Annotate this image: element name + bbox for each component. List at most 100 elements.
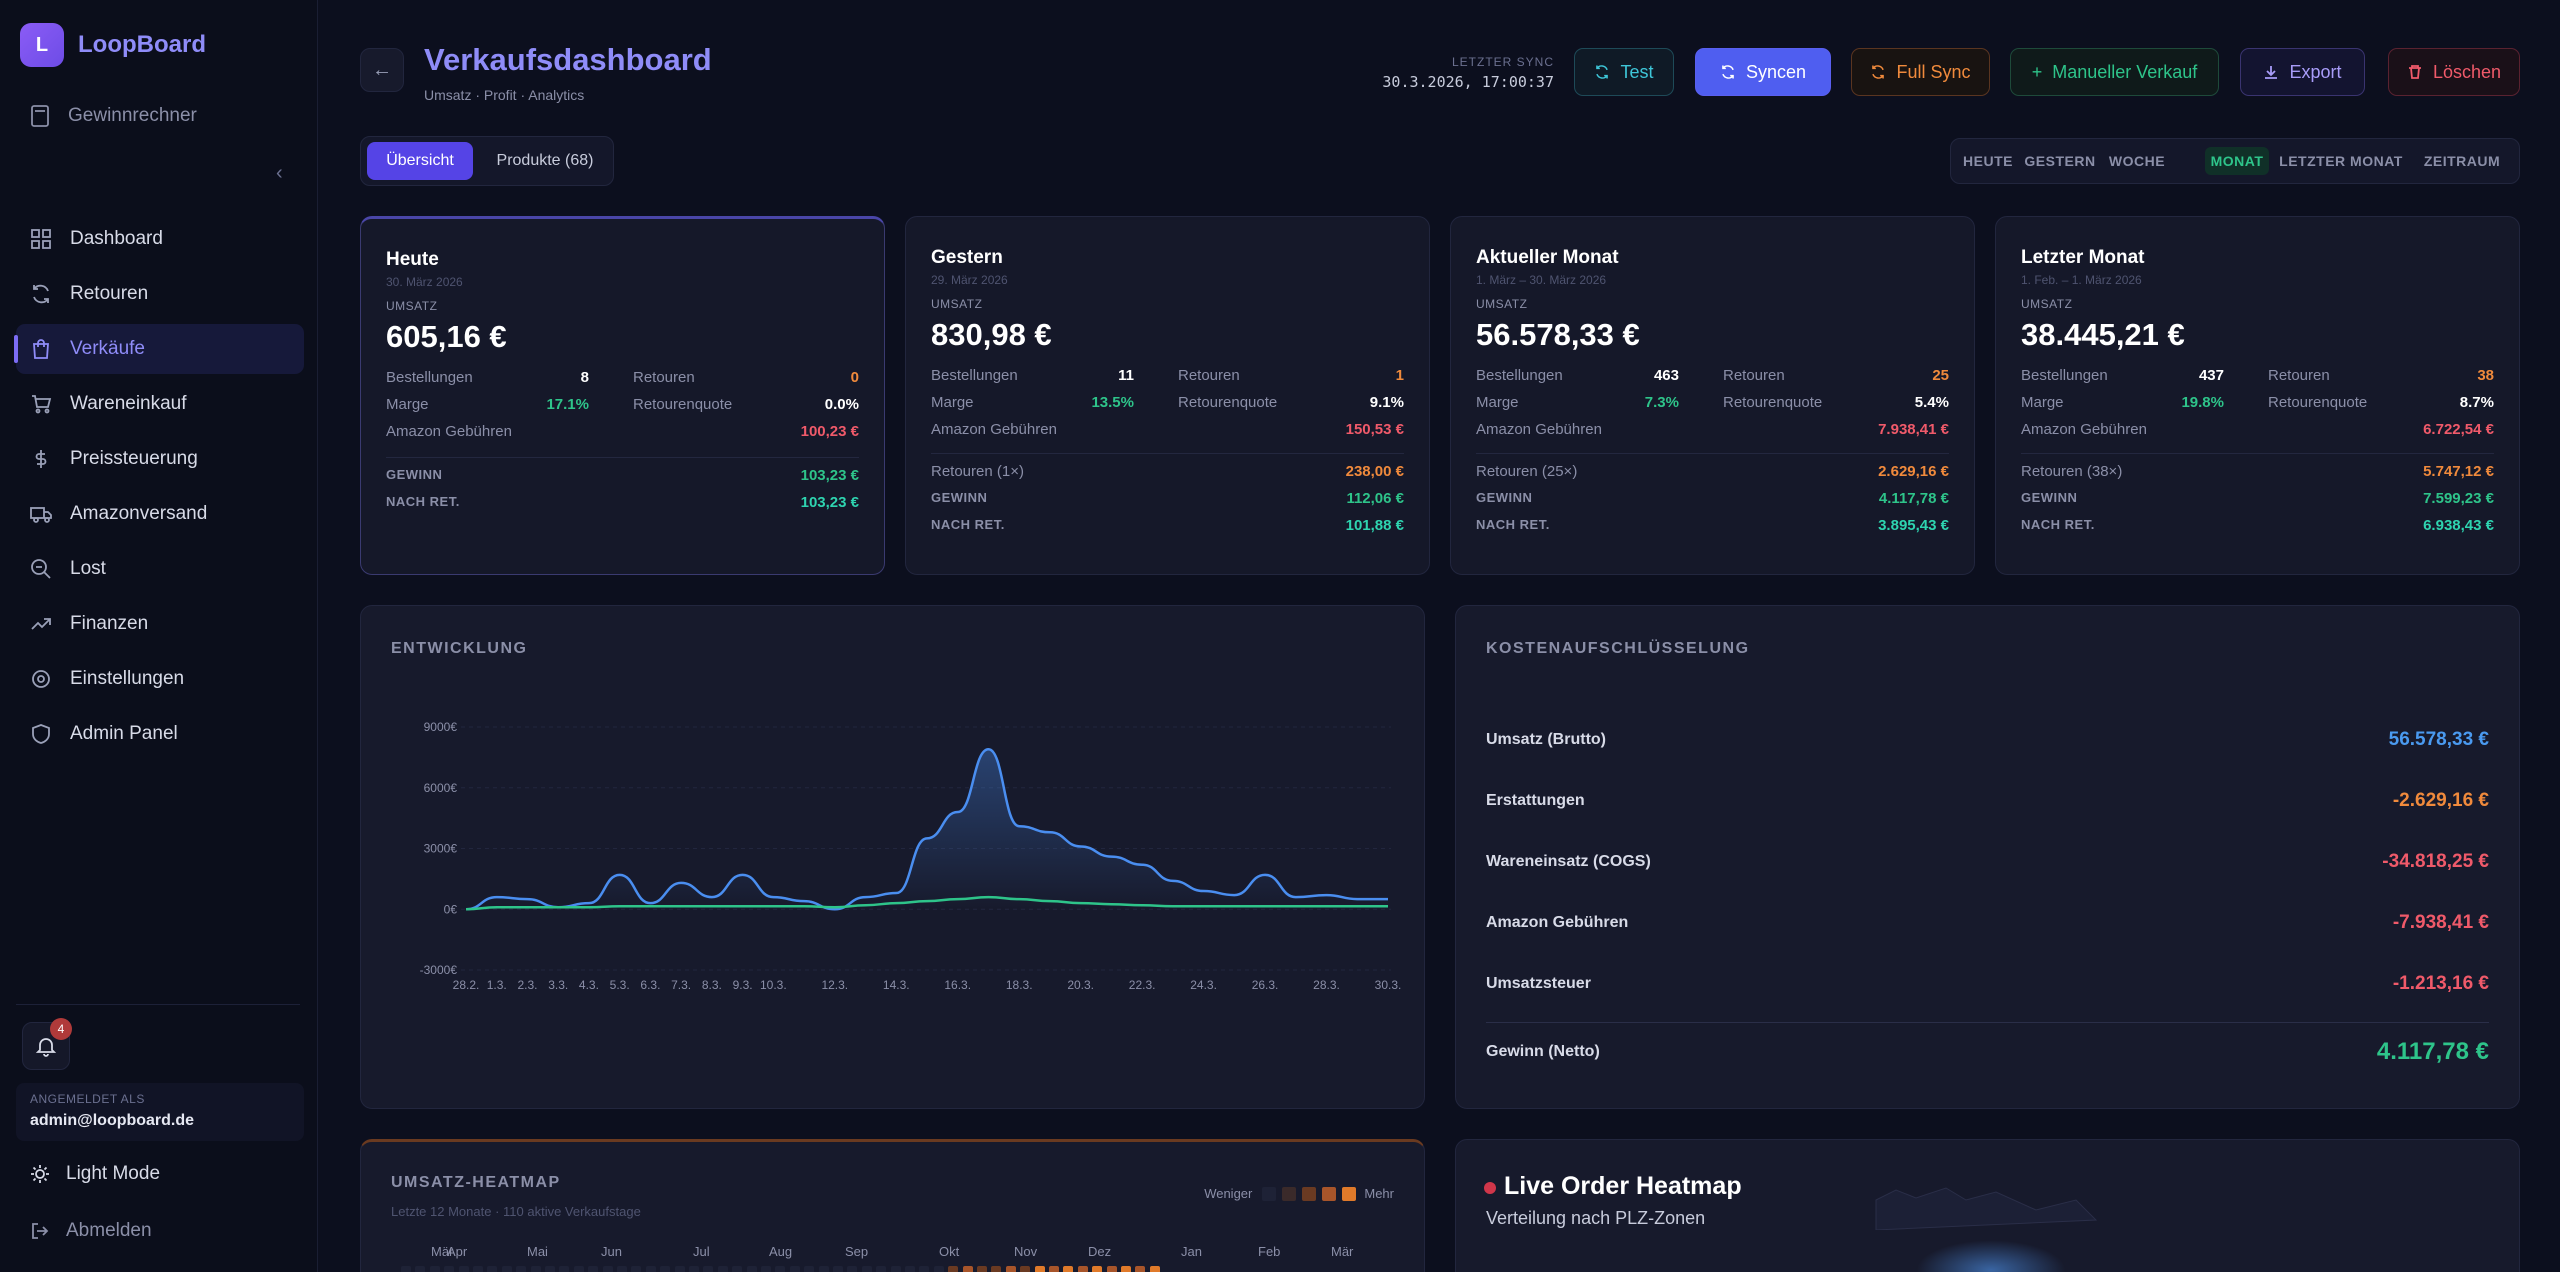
label-bestellungen: Bestellungen	[931, 367, 1018, 384]
label-nach-ret: NACH RET.	[2021, 517, 2095, 532]
sidebar-item-finanzen[interactable]: Finanzen	[16, 599, 304, 649]
heatmap-cell	[919, 1266, 930, 1272]
series-line	[465, 895, 1388, 911]
label-gewinn: GEWINN	[1476, 490, 1533, 505]
brand[interactable]: L LoopBoard	[20, 23, 206, 67]
legend-square	[1262, 1186, 1277, 1201]
kpi-card: Aktueller Monat 1. März – 30. März 2026 UM…	[1450, 216, 1975, 575]
cost-label: Wareneinsatz (COGS)	[1486, 853, 1651, 870]
period-monat[interactable]: MONAT	[2205, 147, 2269, 175]
label-marge: Marge	[931, 394, 974, 411]
chevron-left-icon[interactable]: ‹	[276, 162, 283, 184]
heatmap-cell	[631, 1266, 642, 1272]
cost-row: Umsatz (Brutto) 56.578,33 €	[1486, 725, 2489, 755]
period-heute[interactable]: HEUTE	[1963, 153, 2013, 169]
label-gewinn: GEWINN	[386, 467, 443, 482]
period-woche[interactable]: WOCHE	[2108, 153, 2166, 169]
sidebar-item-amazonversand[interactable]: Amazonversand	[16, 489, 304, 539]
heatmap-month-label: Okt	[939, 1244, 960, 1259]
heatmap-cell	[689, 1266, 699, 1272]
heatmap-month-label: Jan	[1181, 1244, 1202, 1259]
kpi-row: Bestellungen 8 Retouren 0	[386, 369, 859, 389]
kpi-metrics: Bestellungen 11 Retouren 1 Marge 13.5% Retoure…	[931, 367, 1404, 451]
kpi-metrics: Bestellungen 463 Retouren 25 Marge 7.3% Retour…	[1476, 367, 1949, 451]
sidebar-item-dashboard[interactable]: Dashboard	[16, 214, 304, 264]
export-button[interactable]: Export	[2240, 48, 2365, 96]
legend-square	[1302, 1186, 1317, 1201]
period-letzter-monat[interactable]: LETZTER MONAT	[2279, 153, 2403, 169]
delete-button[interactable]: Löschen	[2388, 48, 2520, 96]
heatmap-cell	[876, 1266, 887, 1272]
label-retouren-count: Retouren (25×)	[1476, 463, 1578, 480]
cost-label: Erstattungen	[1486, 792, 1585, 809]
x-tick-label: 16.3.	[944, 978, 971, 992]
kpi-row: Amazon Gebühren 100,23 €	[386, 423, 859, 443]
sidebar-item-lost[interactable]: Lost	[16, 544, 304, 594]
heatmap-cell	[415, 1266, 426, 1272]
x-tick-label: 8.3.	[702, 978, 722, 992]
kpi-retouren-line: Retouren (25×) 2.629,16 €	[1476, 463, 1949, 483]
cost-panel-title: KOSTENAUFSCHLÜSSELUNG	[1486, 640, 1750, 657]
sidebar-item-label: Dashboard	[70, 228, 163, 249]
logout-button[interactable]: Abmelden	[30, 1220, 152, 1242]
kpi-row: Marge 19.8% Retourenquote 8.7%	[2021, 394, 2494, 414]
sidebar-nav: Dashboard Retouren Verkäufe Wareneinkauf…	[14, 214, 304, 764]
cost-row: Umsatzsteuer -1.213,16 €	[1486, 969, 2489, 999]
sidebar-item-label: Verkäufe	[70, 338, 145, 359]
kpi-row: Bestellungen 463 Retouren 25	[1476, 367, 1949, 387]
heatmap-cell	[761, 1266, 771, 1272]
sidebar-item-verkaeufe[interactable]: Verkäufe	[14, 324, 304, 374]
heatmap-cell	[847, 1266, 858, 1272]
cost-label: Umsatzsteuer	[1486, 975, 1591, 992]
label-gebuehren: Amazon Gebühren	[2021, 421, 2147, 438]
sidebar-item-einstellungen[interactable]: Einstellungen	[16, 654, 304, 704]
y-tick-label: 9000€	[424, 720, 458, 734]
sidebar-item-gewinnrechner[interactable]: Gewinnrechner	[30, 105, 197, 127]
sidebar-item-wareneinkauf[interactable]: Wareneinkauf	[16, 379, 304, 429]
kpi-divider	[2021, 453, 2494, 454]
tab-products[interactable]: Produkte (68)	[496, 152, 594, 169]
kpi-nach-ret-line: NACH RET. 103,23 €	[386, 494, 859, 514]
trend-icon	[31, 618, 51, 630]
period-gestern[interactable]: GESTERN	[2024, 153, 2096, 169]
kpi-metrics: Bestellungen 437 Retouren 38 Marge 19.8% Retou…	[2021, 367, 2494, 451]
value-retouren-amount: 5.747,12 €	[2423, 463, 2494, 480]
sidebar-item-preissteuerung[interactable]: Preissteuerung	[16, 434, 304, 484]
kpi-card: Heute 30. März 2026 UMSATZ 605,16 € Bestellu…	[360, 216, 885, 575]
value-retouren: 1	[1395, 367, 1404, 384]
heatmap-month-label: Mär	[431, 1244, 454, 1259]
dollar-icon	[35, 450, 47, 468]
back-button[interactable]: ←	[360, 48, 404, 92]
kpi-row: Amazon Gebühren 7.938,41 €	[1476, 421, 1949, 441]
value-marge: 19.8%	[2181, 394, 2224, 411]
divider	[16, 1004, 300, 1005]
kpi-row: Amazon Gebühren 6.722,54 €	[2021, 421, 2494, 441]
light-mode-label: Light Mode	[66, 1163, 161, 1184]
heatmap-cell	[530, 1266, 541, 1272]
sidebar-item-retouren[interactable]: Retouren	[16, 269, 304, 319]
value-bestellungen: 437	[2198, 367, 2224, 384]
manual-sale-button[interactable]: + Manueller Verkauf	[2010, 48, 2219, 96]
x-tick-label: 4.3.	[579, 978, 599, 992]
heatmap-month-label: Aug	[769, 1244, 793, 1259]
period-zeitraum[interactable]: ZEITRAUM	[2423, 153, 2501, 169]
map-subtitle: Verteilung nach PLZ-Zonen	[1486, 1208, 1706, 1228]
legend-square	[1282, 1186, 1297, 1201]
sidebar-item-admin-panel[interactable]: Admin Panel	[16, 709, 304, 759]
kpi-nach-ret-line: NACH RET. 6.938,43 €	[2021, 517, 2494, 537]
legend-square	[1322, 1186, 1337, 1201]
sync-button[interactable]: Syncen	[1695, 48, 1831, 96]
sidebar-item-label: Gewinnrechner	[68, 105, 197, 126]
germany-map	[1875, 1187, 2098, 1230]
heatmap-title: UMSATZ-HEATMAP	[391, 1174, 561, 1191]
heatmap-month-label: Dez	[1088, 1244, 1112, 1259]
sidebar-item-label: Preissteuerung	[70, 448, 198, 469]
tab-overview[interactable]: Übersicht	[367, 142, 473, 180]
heatmap-cell	[1135, 1266, 1146, 1272]
label-retourenquote: Retourenquote	[1178, 394, 1278, 411]
heatmap-cell	[645, 1266, 656, 1272]
test-button[interactable]: Test	[1574, 48, 1674, 96]
heatmap-cell	[1020, 1266, 1031, 1272]
light-mode-toggle[interactable]: Light Mode	[30, 1163, 160, 1185]
full-sync-button[interactable]: Full Sync	[1851, 48, 1990, 96]
